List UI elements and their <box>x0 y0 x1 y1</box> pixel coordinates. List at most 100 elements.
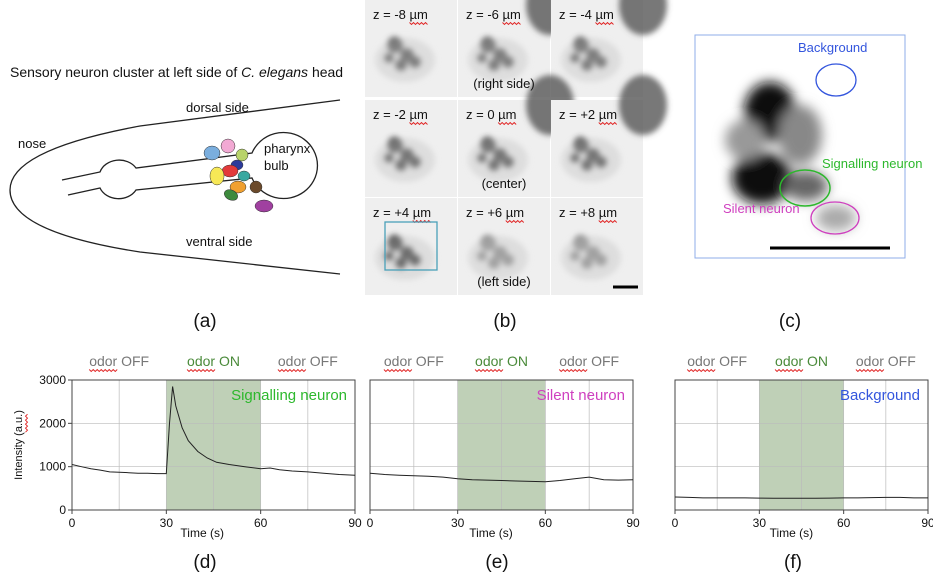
x-axis-label: Time (s) <box>469 526 513 540</box>
phase-label: odor ON <box>475 353 528 369</box>
bulb-label: bulb <box>264 158 289 173</box>
x-tick-label: 30 <box>451 516 465 530</box>
z-label: z = -8 µm <box>373 7 428 22</box>
slice-blobs <box>375 37 435 82</box>
line-chart: 0 30 60 90 Time (s) odor OFF odor ON odor OFF Si… <box>367 353 640 540</box>
y-tick-label: 0 <box>59 503 66 517</box>
spell-underline <box>502 21 521 26</box>
z-slice: z = +4 µm <box>365 198 457 295</box>
z-slice: z = -4 µm <box>551 0 667 97</box>
x-tick-label: 90 <box>626 516 640 530</box>
neurons <box>203 138 274 213</box>
x-tick-label: 90 <box>921 516 933 530</box>
haze <box>468 236 528 280</box>
z-label: z = +2 µm <box>559 107 617 122</box>
plot-frame <box>369 379 634 511</box>
diagram-title: Sensory neuron cluster at left side of C… <box>10 64 343 80</box>
haze <box>561 138 621 182</box>
haze <box>375 236 435 280</box>
x-tick-label: 60 <box>539 516 553 530</box>
nose-label: nose <box>18 136 46 151</box>
z-label: z = -2 µm <box>373 107 428 122</box>
haze <box>468 38 528 82</box>
ventral-label: ventral side <box>186 234 252 249</box>
panel-label: (d) <box>193 552 216 573</box>
x-tick-label: 0 <box>69 516 76 530</box>
worm-diagram: Sensory neuron cluster at left side of C… <box>9 64 343 275</box>
haze <box>468 138 528 182</box>
spell-underline <box>774 368 804 373</box>
z-slice: z = +2 µm <box>551 75 667 197</box>
z-label: z = +6 µm <box>466 205 524 220</box>
roi-background-label: Background <box>798 40 867 55</box>
phase-label: odor OFF <box>559 353 619 369</box>
z-label: z = -6 µm <box>466 7 521 22</box>
slice-blobs <box>375 235 435 280</box>
spell-underline <box>598 219 618 224</box>
pharynx-outline <box>61 131 319 200</box>
haze <box>375 38 435 82</box>
roi-image: Background Signalling neuron Silent neur… <box>694 34 922 259</box>
spell-underline <box>383 368 413 373</box>
spell-underline <box>558 368 588 373</box>
slice-blobs <box>468 75 574 182</box>
z-slice: z = -8 µm <box>365 0 457 97</box>
z-slice: z = 0 µm <box>458 75 574 197</box>
z-label: z = -4 µm <box>559 7 614 22</box>
spell-underline <box>409 121 428 126</box>
spell-underline <box>409 21 428 26</box>
data-line <box>674 496 928 499</box>
trace-annotation: Silent neuron <box>537 387 625 404</box>
phase-label: odor OFF <box>384 353 444 369</box>
slice-blobs <box>468 235 528 280</box>
spell-underline <box>277 368 307 373</box>
pharynx-label: pharynx <box>264 141 311 156</box>
x-tick-label: 0 <box>672 516 679 530</box>
panel-label: (b) <box>493 311 516 332</box>
spell-underline <box>24 413 29 433</box>
x-tick-label: 60 <box>254 516 268 530</box>
y-tick-label: 3000 <box>39 373 66 387</box>
data-line <box>369 472 634 483</box>
z-slice: z = -2 µm <box>365 100 457 197</box>
z-slice: z = +6 µm <box>458 198 550 295</box>
phase-label: odor OFF <box>687 353 747 369</box>
phase-label: odor OFF <box>89 353 149 369</box>
side-label: (center) <box>482 176 527 191</box>
side-label: (right side) <box>473 76 534 91</box>
z-label: z = +4 µm <box>373 205 431 220</box>
panel-label: (f) <box>784 552 802 573</box>
phase-label: odor OFF <box>856 353 916 369</box>
y-axis-label: Intensity (a.u.) <box>13 410 25 480</box>
x-tick-label: 0 <box>367 516 374 530</box>
roi-box <box>384 221 438 271</box>
haze <box>561 38 621 82</box>
line-chart: 0 30 60 90 Time (s) odor OFF odor ON odor OFF Ba… <box>672 353 933 540</box>
panel-label: (c) <box>779 311 801 332</box>
roi-silent-label: Silent neuron <box>723 201 800 216</box>
panel-label: (e) <box>485 552 508 573</box>
y-label-group: Intensity (a.u.) <box>13 410 29 480</box>
dorsal-label: dorsal side <box>186 100 249 115</box>
x-tick-label: 30 <box>753 516 767 530</box>
phase-label: odor ON <box>775 353 828 369</box>
y-tick-label: 1000 <box>39 460 66 474</box>
slice-blobs <box>561 235 621 280</box>
spell-underline <box>855 368 885 373</box>
x-tick-label: 60 <box>837 516 851 530</box>
slice-blobs <box>561 75 667 182</box>
z-stack: z = -8 µm z = -6 µm z = -4 µm z = -2 µm z = … <box>365 0 667 295</box>
x-tick-label: 90 <box>348 516 362 530</box>
slice-blobs <box>375 137 435 182</box>
spell-underline <box>598 121 618 126</box>
slice-blobs <box>561 0 667 82</box>
trace-annotation: Background <box>840 387 920 404</box>
phase-label: odor OFF <box>278 353 338 369</box>
corner-shadow <box>619 0 667 35</box>
data-line <box>71 386 356 476</box>
x-tick-label: 30 <box>160 516 174 530</box>
plot-frame <box>674 379 929 511</box>
